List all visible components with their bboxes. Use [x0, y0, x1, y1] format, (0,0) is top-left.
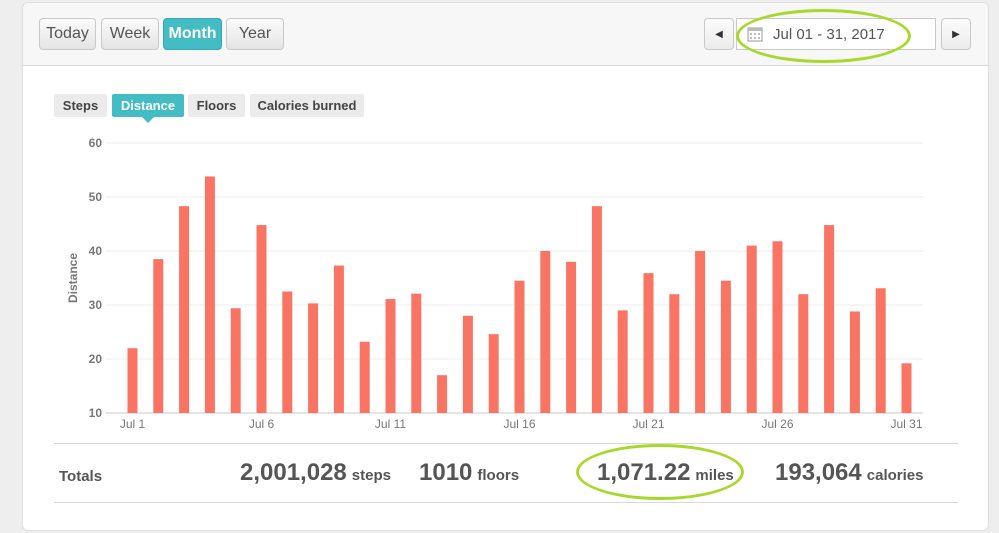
x-tick-label: Jul 1 [120, 417, 146, 431]
metric-tab-floors[interactable]: Floors [188, 94, 245, 117]
y-tick-label: 10 [89, 406, 103, 420]
metric-tab-distance[interactable]: Distance [112, 94, 184, 123]
metric-tab-steps[interactable]: Steps [54, 94, 107, 117]
totals-label: Totals [59, 468, 103, 485]
bar-jul-5 [230, 308, 241, 413]
previous-period-button[interactable]: ◀ [704, 18, 734, 50]
total-calories-value: 193,064 [775, 459, 862, 486]
bar-jul-6 [256, 225, 267, 413]
activity-card: Today Week Month Year ◀ Jul 01 - 31, 201… [22, 2, 989, 531]
next-period-button[interactable]: ▶ [941, 18, 971, 50]
bar-jul-14 [462, 315, 473, 413]
bar-jul-28 [824, 225, 835, 413]
chevron-right-icon: ▶ [952, 28, 960, 40]
x-tick-label: Jul 21 [632, 417, 664, 431]
bar-jul-21 [643, 273, 654, 413]
metric-tab-calories[interactable]: Calories burned [250, 94, 364, 117]
bar-jul-31 [901, 363, 912, 413]
bar-jul-7 [282, 291, 293, 413]
tab-year[interactable]: Year [226, 18, 284, 50]
tab-month[interactable]: Month [163, 18, 222, 50]
x-tick-label: Jul 26 [761, 417, 793, 431]
bar-jul-4 [204, 176, 215, 413]
tab-week[interactable]: Week [101, 18, 159, 50]
x-tick-label: Jul 31 [890, 417, 922, 431]
bar-jul-29 [849, 311, 860, 413]
bar-jul-22 [669, 294, 680, 413]
y-tick-label: 40 [89, 244, 103, 258]
y-axis-label: Distance [66, 253, 80, 303]
bar-jul-25 [746, 245, 757, 413]
total-calories-unit: calories [866, 467, 924, 484]
chevron-left-icon: ◀ [715, 28, 723, 40]
total-distance-value: 1,071.22 [597, 459, 691, 486]
bar-jul-30 [875, 288, 886, 413]
bar-jul-2 [153, 259, 164, 413]
bar-jul-9 [333, 265, 344, 413]
total-steps-value: 2,001,028 [240, 459, 347, 486]
bar-jul-1 [127, 348, 138, 413]
bar-jul-10 [359, 341, 370, 413]
total-steps: 2,001,028 steps [240, 459, 391, 487]
bar-jul-11 [385, 299, 396, 413]
total-floors-value: 1010 [419, 459, 473, 486]
bar-jul-13 [437, 375, 448, 413]
total-floors-unit: floors [477, 467, 520, 484]
bar-jul-8 [308, 303, 319, 413]
calendar-icon [747, 27, 763, 42]
totals-bottom-divider [54, 502, 958, 503]
bar-jul-17 [540, 251, 551, 413]
bar-jul-24 [720, 280, 731, 413]
date-range-text: Jul 01 - 31, 2017 [773, 25, 885, 43]
bar-jul-12 [411, 293, 422, 413]
bar-jul-27 [798, 294, 809, 413]
y-tick-label: 60 [89, 136, 103, 150]
y-tick-label: 50 [89, 190, 103, 204]
totals-top-divider [54, 443, 958, 444]
total-floors: 1010 floors [419, 459, 519, 487]
bar-jul-19 [591, 206, 602, 413]
x-tick-label: Jul 6 [249, 417, 275, 431]
x-tick-label: Jul 16 [503, 417, 535, 431]
bar-jul-26 [772, 241, 783, 413]
distance-bar-chart: 10 20 30 40 50 60 Jul 1 Jul 6 Jul 11 Jul 16 Jul 21… [66, 136, 923, 431]
bar-jul-3 [179, 206, 190, 413]
y-tick-label: 20 [89, 352, 103, 366]
x-tick-label: Jul 11 [375, 417, 406, 431]
period-toolbar: Today Week Month Year ◀ Jul 01 - 31, 201… [23, 3, 988, 66]
bar-jul-23 [695, 251, 706, 413]
bar-jul-15 [488, 334, 499, 413]
y-tick-label: 30 [89, 298, 103, 312]
bar-jul-20 [617, 310, 628, 413]
date-range-picker[interactable]: Jul 01 - 31, 2017 [736, 18, 936, 50]
total-distance: 1,071.22 miles [597, 459, 734, 487]
tab-today[interactable]: Today [39, 18, 96, 50]
bar-jul-16 [514, 280, 525, 413]
bar-jul-18 [566, 261, 577, 413]
total-steps-unit: steps [351, 467, 391, 484]
total-distance-unit: miles [695, 467, 734, 484]
total-calories: 193,064 calories [775, 459, 923, 487]
